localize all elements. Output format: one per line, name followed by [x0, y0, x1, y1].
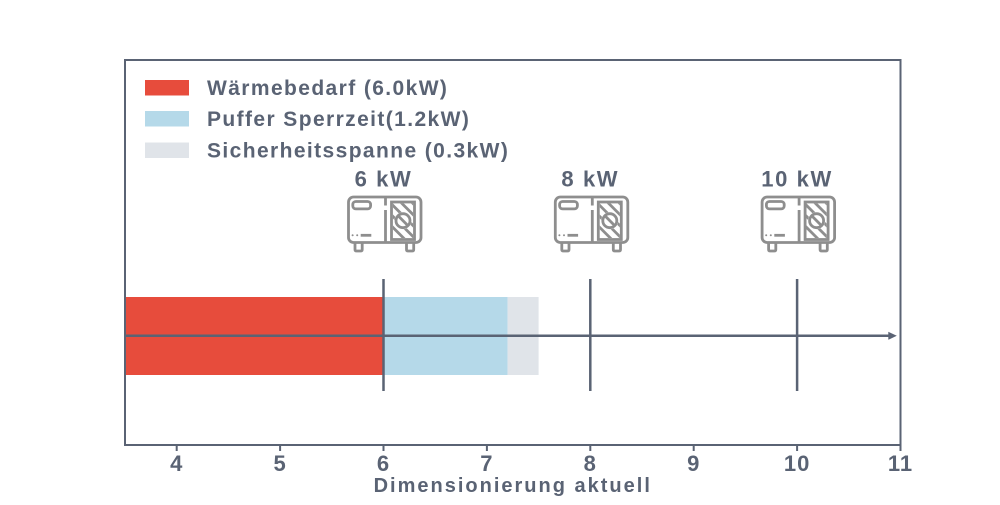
svg-text:10: 10: [784, 451, 810, 476]
svg-text:Dimensionierung aktuell: Dimensionierung aktuell: [374, 475, 652, 497]
svg-text:4: 4: [170, 451, 183, 476]
svg-text:8: 8: [584, 451, 597, 476]
svg-text:9: 9: [687, 451, 700, 476]
svg-text:10 kW: 10 kW: [761, 167, 833, 192]
svg-text:6: 6: [377, 451, 390, 476]
svg-text:11: 11: [888, 451, 913, 476]
svg-text:Wärmebedarf (6.0kW): Wärmebedarf (6.0kW): [207, 77, 448, 100]
svg-text:5: 5: [273, 451, 286, 476]
svg-text:8 kW: 8 kW: [561, 167, 619, 192]
svg-text:Puffer Sperrzeit(1.2kW): Puffer Sperrzeit(1.2kW): [207, 108, 470, 131]
svg-text:Sicherheitsspanne (0.3kW): Sicherheitsspanne (0.3kW): [207, 140, 509, 163]
svg-text:7: 7: [480, 451, 493, 476]
svg-text:6 kW: 6 kW: [355, 167, 413, 192]
